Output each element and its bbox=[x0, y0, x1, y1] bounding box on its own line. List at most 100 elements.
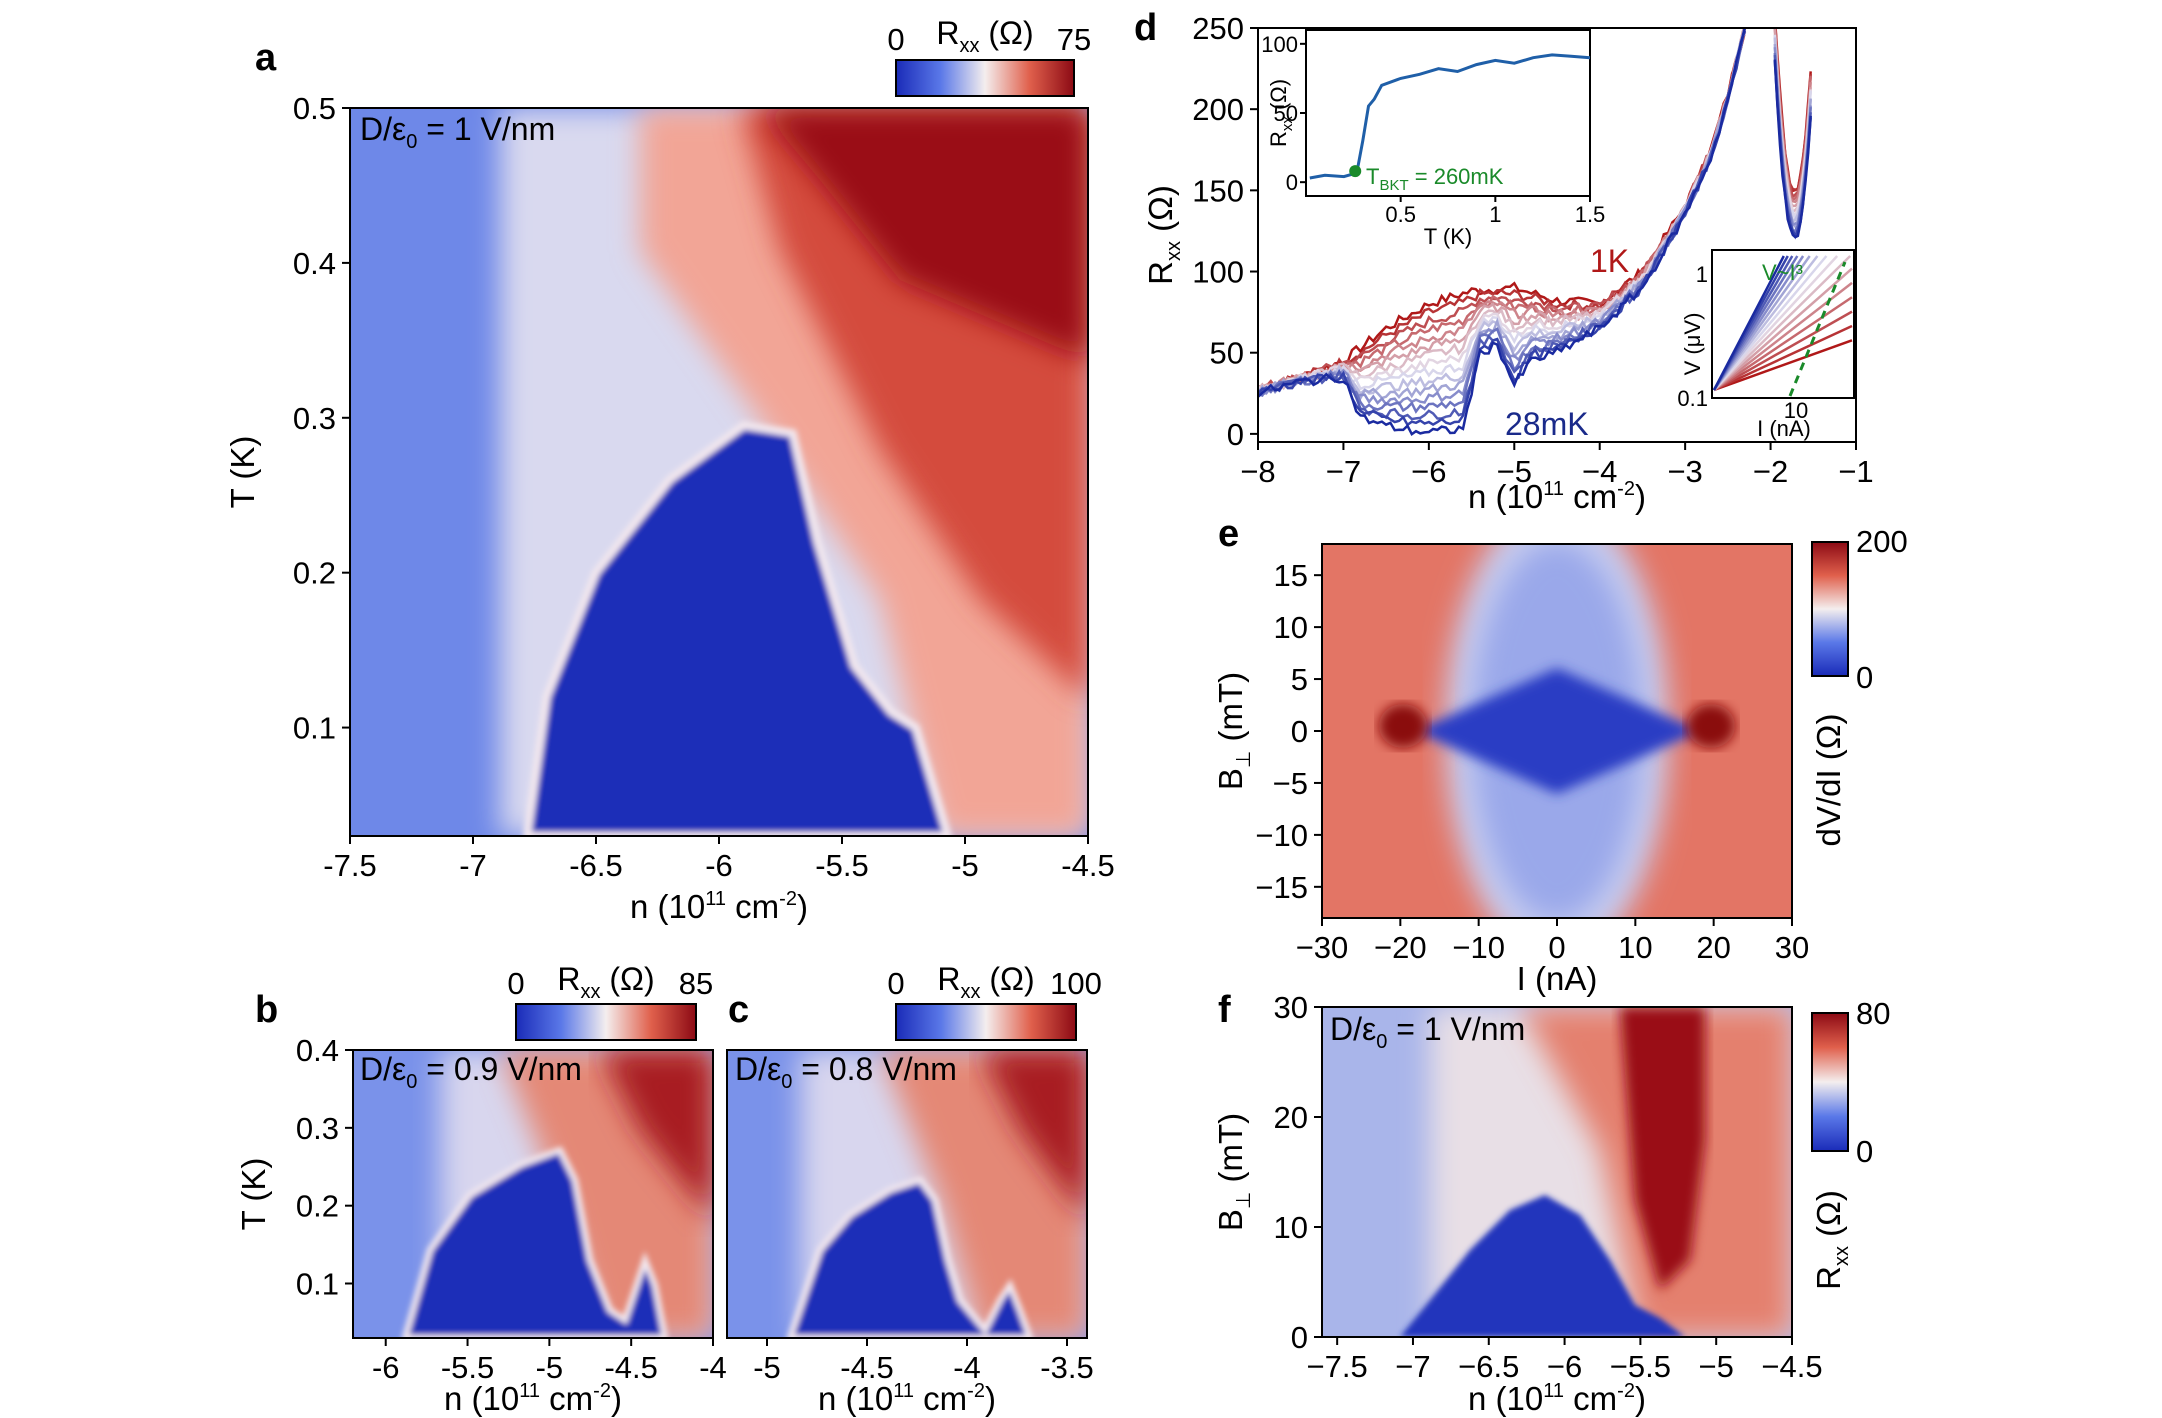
panel-a-axes: -7.5 -7 -6.5 -6 -5.5 -5 -4.5 0.1 0.2 0.3 0.4 0.5 bbox=[293, 91, 1115, 883]
panel-f-colorbar-max: 80 bbox=[1856, 996, 1890, 1031]
panel-d-inset-right-line bbox=[1713, 267, 1853, 391]
panel-d-series-line bbox=[1258, 28, 1747, 421]
d-ytick-label: 100 bbox=[1192, 255, 1244, 290]
panel-e-colorbar-max: 200 bbox=[1856, 524, 1908, 559]
panel-c-axes: -5 -4.5 -4 -3.5 bbox=[753, 1338, 1094, 1385]
panel-e-colorbar-min: 0 bbox=[1856, 660, 1873, 695]
panel-d-inset-right-line bbox=[1713, 296, 1853, 392]
panel-e-xlabel: I (nA) bbox=[1517, 960, 1598, 997]
d-xtick-label: −1 bbox=[1838, 454, 1873, 489]
a-xtick-label: -7 bbox=[459, 848, 487, 883]
panel-b-axes: -6 -5.5 -5 -4.5 -4 0.1 0.2 0.3 0.4 bbox=[296, 1033, 727, 1385]
panel-d-inset-top-ylabel: Rxx (Ω) bbox=[1266, 79, 1296, 147]
panel-d-label: d bbox=[1134, 7, 1157, 49]
panel-d-inset-top-marker-label: TBKT = 260mK bbox=[1366, 164, 1504, 194]
panel-f-colorbar: 80 0 Rxx (Ω) bbox=[1810, 996, 1890, 1290]
panel-d-inset-top-plot: 0.5 1 1.5 0 50 100 bbox=[1261, 32, 1605, 227]
panel-b-colorbar-min: 0 bbox=[507, 966, 524, 1001]
d-xtick-label: −6 bbox=[1411, 454, 1446, 489]
e-ytick-label: −10 bbox=[1255, 818, 1308, 853]
e-xtick-label: −30 bbox=[1296, 930, 1349, 965]
a-ytick-label: 0.2 bbox=[293, 556, 336, 591]
f-xtick-label: −6 bbox=[1547, 1349, 1582, 1384]
d-ytick-label: 0 bbox=[1227, 417, 1244, 452]
b-xtick-label: -4 bbox=[699, 1350, 727, 1385]
panel-d-inset-right-xlabel: I (nA) bbox=[1757, 416, 1811, 441]
e-ytick-label: 15 bbox=[1274, 558, 1308, 593]
panel-e-heatmap bbox=[1322, 544, 1792, 918]
f-xtick-label: −5.5 bbox=[1610, 1349, 1671, 1384]
panel-a-annotation: D/ε0 = 1 V/nm bbox=[360, 111, 555, 153]
panel-d-inset-right-line bbox=[1713, 255, 1839, 391]
panel-d-inset-top-ytick-label: 100 bbox=[1261, 32, 1298, 57]
panel-c-annotation: D/ε0 = 0.8 V/nm bbox=[735, 1051, 957, 1093]
panel-c-dome bbox=[786, 1176, 1034, 1338]
panel-d-inset-right-line bbox=[1712, 255, 1785, 391]
d-ytick-label: 200 bbox=[1192, 92, 1244, 127]
panel-f: f −7.5 −7 −6.5 −6 −5.5 −5 −4.5 0 10 20 30 D/ε0 = 1… bbox=[1212, 989, 1890, 1417]
panel-a-colorbar-min: 0 bbox=[887, 22, 904, 57]
d-xtick-label: −7 bbox=[1326, 454, 1361, 489]
panel-e-label: e bbox=[1218, 513, 1239, 555]
a-ytick-label: 0.5 bbox=[293, 91, 336, 126]
panel-d-inset-top-ytick-label: 0 bbox=[1286, 170, 1298, 195]
panel-d-series-line bbox=[1258, 28, 1747, 437]
panel-b: b -6 -5.5 -5 -4.5 -4 0.1 0.2 0.3 0.4 D/ε0 = 0.9 … bbox=[235, 961, 727, 1417]
panel-c-colorbar-label: Rxx (Ω) bbox=[937, 961, 1034, 1003]
panel-f-ylabel: B⊥ (mT) bbox=[1212, 1113, 1255, 1231]
panel-d-inset-right: V~I³ 10 I (nA) 1 0.1 V (μV) bbox=[1677, 249, 1855, 441]
panel-b-xlabel: n (1011 cm-2) bbox=[444, 1380, 622, 1417]
f-xtick-label: −4.5 bbox=[1761, 1349, 1822, 1384]
f-ytick-label: 20 bbox=[1274, 1100, 1308, 1135]
panel-a-colorbar: 0 75 Rxx (Ω) bbox=[887, 15, 1091, 97]
panel-c-colorbar-min: 0 bbox=[887, 966, 904, 1001]
a-xtick-label: -5 bbox=[951, 848, 979, 883]
a-ytick-label: 0.3 bbox=[293, 401, 336, 436]
panel-a-ylabel: T (K) bbox=[224, 436, 261, 509]
panel-d-inset-right-line bbox=[1713, 310, 1853, 392]
panel-c-label: c bbox=[728, 989, 749, 1031]
b-xtick-label: -5 bbox=[536, 1350, 564, 1385]
a-xtick-label: -7.5 bbox=[323, 848, 376, 883]
e-ytick-label: 0 bbox=[1291, 714, 1308, 749]
b-ytick-label: 0.2 bbox=[296, 1189, 339, 1224]
panel-a-xlabel: n (1011 cm-2) bbox=[630, 888, 808, 925]
panel-b-label: b bbox=[255, 989, 278, 1031]
panel-d-inset-right-fit-line bbox=[1788, 261, 1847, 397]
c-xtick-label: -3.5 bbox=[1040, 1350, 1093, 1385]
panel-f-xlabel: n (1011 cm-2) bbox=[1468, 1380, 1646, 1417]
panel-d-inset-top-xtick-label: 1.5 bbox=[1575, 202, 1606, 227]
panel-d-inset-right-line bbox=[1713, 324, 1853, 392]
d-xtick-label: −2 bbox=[1753, 454, 1788, 489]
b-ytick-label: 0.3 bbox=[296, 1111, 339, 1146]
a-xtick-label: -5.5 bbox=[815, 848, 868, 883]
d-ytick-label: 150 bbox=[1192, 173, 1244, 208]
e-xtick-label: 10 bbox=[1618, 930, 1652, 965]
e-ytick-label: −5 bbox=[1273, 766, 1308, 801]
c-xtick-label: -4 bbox=[953, 1350, 981, 1385]
d-xtick-label: −3 bbox=[1667, 454, 1702, 489]
panel-c-heatmap bbox=[727, 1050, 1087, 1338]
panel-f-dome bbox=[1400, 1195, 1685, 1337]
panel-d-inset-right-ytick-bottom: 0.1 bbox=[1677, 386, 1708, 411]
panel-a-heatmap bbox=[350, 108, 1088, 836]
f-xtick-label: −6.5 bbox=[1458, 1349, 1519, 1384]
d-xtick-label: −8 bbox=[1240, 454, 1275, 489]
panel-b-heatmap bbox=[353, 1050, 713, 1338]
panel-f-label: f bbox=[1218, 989, 1231, 1031]
d-ytick-label: 50 bbox=[1210, 336, 1244, 371]
panel-f-peak bbox=[1620, 1007, 1705, 1290]
e-ytick-label: 10 bbox=[1274, 610, 1308, 645]
panel-c-xlabel: n (1011 cm-2) bbox=[818, 1380, 996, 1417]
a-ytick-label: 0.1 bbox=[293, 711, 336, 746]
b-xtick-label: -5.5 bbox=[441, 1350, 494, 1385]
panel-a-label: a bbox=[255, 37, 277, 79]
panel-f-colorbar-min: 0 bbox=[1856, 1134, 1873, 1169]
e-xtick-label: 20 bbox=[1696, 930, 1730, 965]
panel-e-colorbar-label: dV/dI (Ω) bbox=[1810, 714, 1847, 847]
panel-b-colorbar-label: Rxx (Ω) bbox=[557, 961, 654, 1003]
